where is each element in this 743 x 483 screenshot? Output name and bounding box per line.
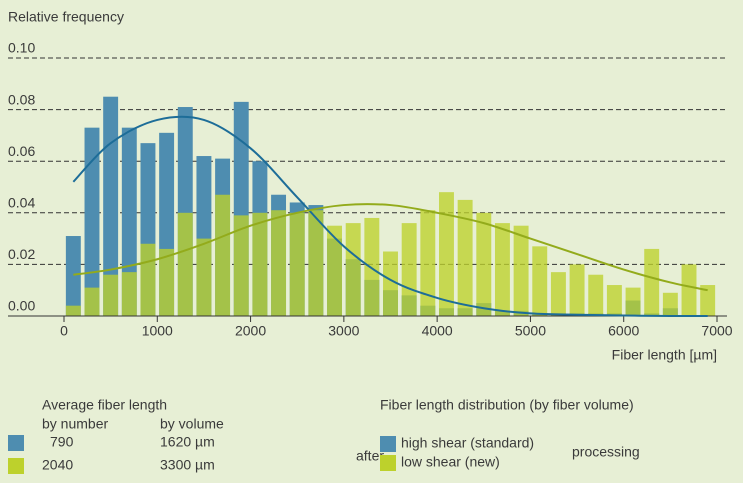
fit-curve xyxy=(73,203,708,292)
bar xyxy=(439,192,454,316)
legend-swatch xyxy=(380,436,396,452)
legend-value: 3300 µm xyxy=(160,457,215,473)
bar xyxy=(103,96,119,316)
bar xyxy=(644,248,660,316)
bar xyxy=(569,264,585,316)
bar xyxy=(215,194,231,316)
legend-value: 2040 xyxy=(42,457,73,473)
bar xyxy=(383,251,398,316)
bar xyxy=(476,212,492,316)
x-tick-label: 4000 xyxy=(422,323,453,339)
bar xyxy=(121,272,137,316)
y-tick-label: 0.02 xyxy=(8,246,35,262)
bar xyxy=(140,243,156,316)
bar xyxy=(327,225,342,316)
legend-entry: high shear (standard) xyxy=(401,435,534,451)
x-tick-label: 0 xyxy=(60,323,68,339)
bar xyxy=(121,127,137,316)
legend-entry: low shear (new) xyxy=(401,454,500,470)
x-tick-label: 3000 xyxy=(328,323,359,339)
bar xyxy=(84,127,100,316)
legend-title: Average fiber length xyxy=(42,397,167,413)
y-tick-label: 0.04 xyxy=(8,195,35,211)
bar xyxy=(494,223,510,316)
bar xyxy=(233,215,249,316)
y-axis-label: Relative frequency xyxy=(8,9,124,25)
bar xyxy=(252,212,268,316)
x-tick-label: 5000 xyxy=(515,323,546,339)
legend-swatch xyxy=(380,455,396,471)
legend-title: Fiber length distribution (by fiber volu… xyxy=(380,397,634,413)
y-tick-label: 0.10 xyxy=(8,40,35,56)
bar xyxy=(457,199,473,316)
bar xyxy=(65,236,81,316)
bar xyxy=(345,223,361,316)
bar xyxy=(513,225,529,316)
fit-curve xyxy=(72,115,708,318)
bar xyxy=(289,212,305,316)
bar xyxy=(159,248,175,316)
legend-swatch xyxy=(8,458,24,474)
x-tick-label: 6000 xyxy=(608,323,639,339)
bar xyxy=(700,285,716,316)
legend-text: after xyxy=(356,448,384,464)
legend-text: processing xyxy=(572,444,640,460)
legend-swatch xyxy=(8,435,24,451)
y-tick-label: 0.00 xyxy=(8,298,35,314)
bar xyxy=(308,210,324,316)
bar xyxy=(271,210,287,316)
bar xyxy=(196,238,212,316)
x-axis-label: Fiber length [µm] xyxy=(612,347,717,363)
x-tick-label: 2000 xyxy=(235,323,266,339)
legend-value: 1620 µm xyxy=(160,434,215,450)
bar xyxy=(65,305,81,316)
bar xyxy=(401,223,417,316)
bar xyxy=(532,246,548,316)
bar xyxy=(606,285,622,316)
bar xyxy=(177,212,193,316)
x-tick-label: 1000 xyxy=(142,323,173,339)
bar xyxy=(103,274,119,316)
bar xyxy=(364,217,380,316)
x-tick-label: 7000 xyxy=(701,323,732,339)
y-tick-label: 0.08 xyxy=(8,91,35,107)
legend-header: by number xyxy=(42,416,108,432)
bar xyxy=(84,287,100,316)
legend-value: 790 xyxy=(50,434,74,450)
bar xyxy=(662,292,678,316)
bar xyxy=(420,210,436,316)
legend-header: by volume xyxy=(160,416,224,432)
y-tick-label: 0.06 xyxy=(8,143,35,159)
bar xyxy=(550,272,566,316)
bar xyxy=(625,287,641,316)
bar xyxy=(681,264,697,316)
bar xyxy=(588,274,604,316)
